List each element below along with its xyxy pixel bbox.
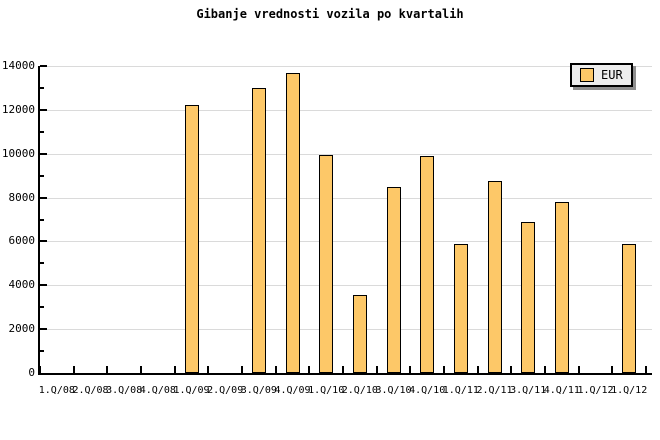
x-tick bbox=[443, 366, 445, 373]
x-tick bbox=[173, 366, 176, 373]
y-minor-tick bbox=[40, 350, 44, 353]
y-axis-label: 6000 bbox=[8, 234, 36, 248]
y-axis-label: 14000 bbox=[1, 59, 35, 72]
x-axis-label: 1.Q/10 bbox=[308, 385, 345, 396]
bar-3-q-11 bbox=[521, 221, 536, 373]
x-axis-label: 3.Q/11 bbox=[510, 385, 547, 396]
y-axis-line bbox=[38, 66, 40, 375]
gridline bbox=[40, 329, 652, 331]
bar-1-q-12 bbox=[622, 243, 637, 373]
x-tick bbox=[308, 366, 311, 373]
gridline bbox=[40, 66, 652, 67]
x-axis-label: 3.Q/08 bbox=[106, 385, 143, 396]
x-tick bbox=[207, 366, 210, 373]
legend-swatch-icon bbox=[580, 68, 594, 82]
x-tick bbox=[72, 366, 75, 373]
x-axis-label: 1.Q/12 bbox=[577, 385, 614, 396]
x-axis-line bbox=[38, 373, 652, 375]
y-axis-label: 4000 bbox=[8, 278, 36, 292]
y-major-tick bbox=[40, 240, 47, 243]
y-minor-tick bbox=[40, 218, 44, 221]
x-axis-label: 4.Q/10 bbox=[409, 385, 446, 396]
x-tick bbox=[274, 366, 277, 373]
x-tick bbox=[409, 366, 412, 373]
x-tick bbox=[611, 366, 614, 373]
y-major-tick bbox=[40, 328, 47, 331]
bar-2-q-10 bbox=[352, 295, 367, 373]
x-tick bbox=[577, 366, 580, 373]
bar-1-q-10 bbox=[319, 154, 334, 373]
gridline bbox=[40, 285, 652, 287]
x-tick bbox=[342, 366, 344, 373]
x-tick bbox=[645, 366, 647, 373]
gridline bbox=[40, 241, 652, 243]
y-axis-label: 8000 bbox=[8, 190, 36, 204]
x-axis-label: 4.Q/09 bbox=[274, 385, 311, 396]
x-tick bbox=[106, 366, 109, 373]
x-tick bbox=[39, 366, 41, 373]
x-axis-label: 1.Q/08 bbox=[38, 385, 75, 396]
y-major-tick bbox=[40, 65, 47, 67]
y-axis-label: 10000 bbox=[1, 146, 35, 160]
bar-3-q-10 bbox=[386, 186, 401, 373]
bar-3-q-09 bbox=[251, 87, 266, 373]
y-axis-label: 0 bbox=[28, 366, 35, 379]
gridline bbox=[40, 153, 652, 155]
x-tick bbox=[375, 366, 378, 373]
x-axis-label: 3.Q/10 bbox=[375, 385, 412, 396]
bar-1-q-09 bbox=[184, 105, 199, 373]
y-minor-tick bbox=[40, 262, 44, 265]
y-major-tick bbox=[40, 152, 47, 155]
y-major-tick bbox=[40, 196, 47, 199]
gridline bbox=[40, 109, 652, 111]
y-axis-label: 12000 bbox=[1, 102, 35, 116]
x-axis-label: 1.Q/09 bbox=[173, 385, 210, 396]
bar-2-q-11 bbox=[487, 181, 502, 373]
y-minor-tick bbox=[40, 86, 44, 89]
x-axis-label: 2.Q/09 bbox=[207, 385, 244, 396]
x-tick bbox=[544, 366, 546, 373]
gridline bbox=[40, 197, 652, 199]
y-minor-tick bbox=[40, 174, 44, 177]
legend-label: EUR bbox=[601, 68, 623, 82]
x-axis-label: 2.Q/08 bbox=[72, 385, 109, 396]
bar-4-q-09 bbox=[285, 72, 300, 373]
x-axis-label: 1.Q/12 bbox=[611, 385, 648, 396]
bar-1-q-11 bbox=[453, 243, 468, 373]
x-tick bbox=[241, 366, 243, 373]
y-axis-label: 2000 bbox=[8, 322, 36, 336]
x-axis-label: 1.Q/11 bbox=[442, 385, 479, 396]
x-tick bbox=[476, 366, 479, 373]
x-axis-label: 4.Q/11 bbox=[543, 385, 580, 396]
x-tick bbox=[140, 366, 142, 373]
y-minor-tick bbox=[40, 306, 44, 309]
x-axis-label: 4.Q/08 bbox=[139, 385, 176, 396]
chart-title: Gibanje vrednosti vozila po kvartalih bbox=[196, 7, 464, 21]
legend: EUR bbox=[570, 63, 633, 87]
y-major-tick bbox=[40, 108, 47, 111]
bar-4-q-11 bbox=[554, 201, 569, 373]
bar-4-q-10 bbox=[420, 155, 435, 373]
y-minor-tick bbox=[40, 130, 44, 133]
x-tick bbox=[510, 366, 513, 373]
y-major-tick bbox=[40, 284, 47, 287]
x-axis-label: 2.Q/11 bbox=[476, 385, 513, 396]
x-axis-label: 2.Q/10 bbox=[341, 385, 378, 396]
x-axis-label: 3.Q/09 bbox=[240, 385, 277, 396]
